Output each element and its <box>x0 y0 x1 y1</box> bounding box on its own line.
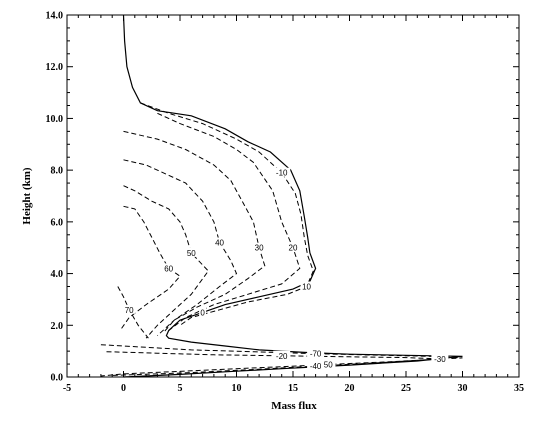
contour-label: -10 <box>276 169 288 178</box>
contour-label: -40 <box>310 362 322 371</box>
contour-label-bg <box>273 350 291 360</box>
contour-label-bg <box>318 359 336 369</box>
x-tick-label: -5 <box>63 383 71 394</box>
tick-labels: -5 0 5 10 15 20 25 30 350.02.04.06.08.010.012.01… <box>46 11 525 395</box>
y-tick-label: 8.0 <box>51 166 64 177</box>
axis-ticks <box>66 14 520 378</box>
series-line-0 <box>122 14 463 378</box>
series-group <box>100 14 463 378</box>
series-line-5 <box>123 185 209 339</box>
series-line-2 <box>157 112 301 331</box>
x-tick-label: 30 <box>458 383 468 394</box>
contour-label: 0 <box>200 308 205 317</box>
contour-label-bg <box>253 242 266 252</box>
contour-label: 50 <box>187 249 196 258</box>
y-tick-label: 12.0 <box>46 62 64 73</box>
contour-label-bg <box>199 307 207 317</box>
plot-frame <box>66 14 520 378</box>
contour-label-bg <box>185 247 198 257</box>
x-tick-label: 25 <box>401 383 411 394</box>
contour-label: 10 <box>302 283 311 292</box>
contour-label-bg <box>431 353 449 363</box>
contour-label: 30 <box>255 244 264 253</box>
y-tick-label: 6.0 <box>51 217 64 228</box>
y-tick-label: 10.0 <box>46 114 64 125</box>
contour-label-bg <box>273 167 291 177</box>
y-tick-label: 0.0 <box>51 373 64 384</box>
contour-label: 40 <box>215 239 224 248</box>
contour-label-bg <box>307 361 325 371</box>
contour-label: -50 <box>321 361 333 370</box>
x-axis-label: Mass flux <box>271 400 317 412</box>
contour-label: -20 <box>276 352 288 361</box>
contour-label-bg <box>287 242 299 252</box>
x-tick-label: 20 <box>345 383 355 394</box>
x-tick-label: 35 <box>514 383 524 394</box>
x-tick-label: 5 <box>178 383 183 394</box>
contour-label: 60 <box>164 264 173 273</box>
contour-label-bg <box>307 348 325 358</box>
contour-label-bg <box>162 263 175 273</box>
y-tick-label: 4.0 <box>51 269 64 280</box>
series-line-3 <box>123 130 266 334</box>
x-tick-label: 10 <box>232 383 242 394</box>
contour-label-bg <box>213 237 226 247</box>
series-line-1 <box>140 102 314 326</box>
contour-label: 70 <box>125 306 134 315</box>
contour-label-bg <box>123 304 136 314</box>
contour-labels: 0 -10 10 20 30 40 50 60 70 -70 -50 -20 -30 -40 <box>123 167 449 371</box>
y-tick-label: 2.0 <box>51 321 64 332</box>
contour-label: -30 <box>434 355 446 364</box>
contour-label: 20 <box>289 244 298 253</box>
x-tick-label: 15 <box>288 383 298 394</box>
series-line-9 <box>106 351 440 376</box>
contour-label-bg <box>300 281 313 291</box>
y-axis-label: Height (km) <box>21 167 33 224</box>
x-tick-label: 0 <box>121 383 126 394</box>
y-tick-label: 14.0 <box>46 11 64 22</box>
contour-label: -70 <box>310 350 322 359</box>
